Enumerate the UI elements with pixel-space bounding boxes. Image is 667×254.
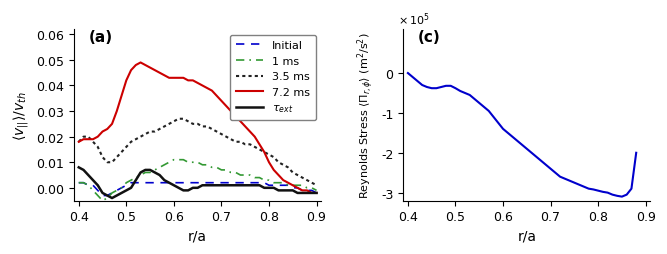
- 3.5 ms: [146, 131, 154, 134]
- 3.5 ms: [236, 141, 244, 144]
- $\tau_{ext}$: [108, 197, 116, 200]
- 7.2 ms: [251, 136, 259, 139]
- $\tau_{ext}$: [155, 174, 163, 177]
- 1 ms: [132, 176, 140, 179]
- Text: $\times\,10^5$: $\times\,10^5$: [398, 12, 430, 28]
- Initial: [99, 194, 107, 197]
- 1 ms: [151, 169, 159, 172]
- Line: 3.5 ms: 3.5 ms: [79, 119, 317, 185]
- 3.5 ms: [151, 131, 159, 134]
- Initial: [132, 181, 140, 184]
- 1 ms: [170, 158, 178, 162]
- $\tau_{ext}$: [251, 184, 259, 187]
- Initial: [151, 181, 159, 184]
- 1 ms: [75, 181, 83, 184]
- 3.5 ms: [175, 118, 183, 121]
- Initial: [236, 181, 244, 184]
- Initial: [307, 189, 315, 192]
- 3.5 ms: [127, 141, 135, 144]
- 1 ms: [241, 174, 249, 177]
- Line: 1 ms: 1 ms: [79, 160, 317, 201]
- $\tau_{ext}$: [236, 184, 244, 187]
- Initial: [313, 192, 321, 195]
- 3.5 ms: [251, 146, 259, 149]
- X-axis label: r/a: r/a: [518, 229, 536, 243]
- $\tau_{ext}$: [75, 166, 83, 169]
- $\tau_{ext}$: [151, 171, 159, 174]
- X-axis label: r/a: r/a: [188, 229, 207, 243]
- 7.2 ms: [307, 192, 315, 195]
- Legend: Initial, 1 ms, 3.5 ms, 7.2 ms, $\tau_{ext}$: Initial, 1 ms, 3.5 ms, 7.2 ms, $\tau_{ex…: [230, 36, 315, 120]
- Initial: [155, 181, 163, 184]
- Line: 7.2 ms: 7.2 ms: [79, 63, 317, 193]
- $\tau_{ext}$: [313, 192, 321, 195]
- 7.2 ms: [313, 192, 321, 195]
- Initial: [75, 181, 83, 184]
- 1 ms: [313, 189, 321, 192]
- 3.5 ms: [313, 184, 321, 187]
- $\tau_{ext}$: [132, 179, 140, 182]
- Y-axis label: $\langle v_{||} \rangle / v_{th}$: $\langle v_{||} \rangle / v_{th}$: [11, 90, 31, 140]
- 1 ms: [155, 166, 163, 169]
- 1 ms: [307, 186, 315, 189]
- 1 ms: [255, 176, 263, 179]
- 7.2 ms: [155, 72, 163, 75]
- 7.2 ms: [303, 189, 311, 192]
- Line: $\tau_{ext}$: $\tau_{ext}$: [79, 168, 317, 198]
- 7.2 ms: [127, 69, 135, 72]
- Initial: [251, 181, 259, 184]
- Y-axis label: Reynolds Stress $\langle \Pi_{r,\phi} \rangle$ (m$^2$/s$^2$): Reynolds Stress $\langle \Pi_{r,\phi} \r…: [354, 33, 376, 198]
- Line: Initial: Initial: [79, 183, 317, 196]
- 7.2 ms: [75, 141, 83, 144]
- 3.5 ms: [75, 141, 83, 144]
- Text: (a): (a): [89, 30, 113, 45]
- 3.5 ms: [307, 181, 315, 184]
- 7.2 ms: [151, 69, 159, 72]
- $\tau_{ext}$: [307, 192, 315, 195]
- 7.2 ms: [137, 62, 145, 65]
- 7.2 ms: [236, 120, 244, 123]
- 1 ms: [99, 199, 107, 202]
- Text: (c): (c): [418, 30, 441, 45]
